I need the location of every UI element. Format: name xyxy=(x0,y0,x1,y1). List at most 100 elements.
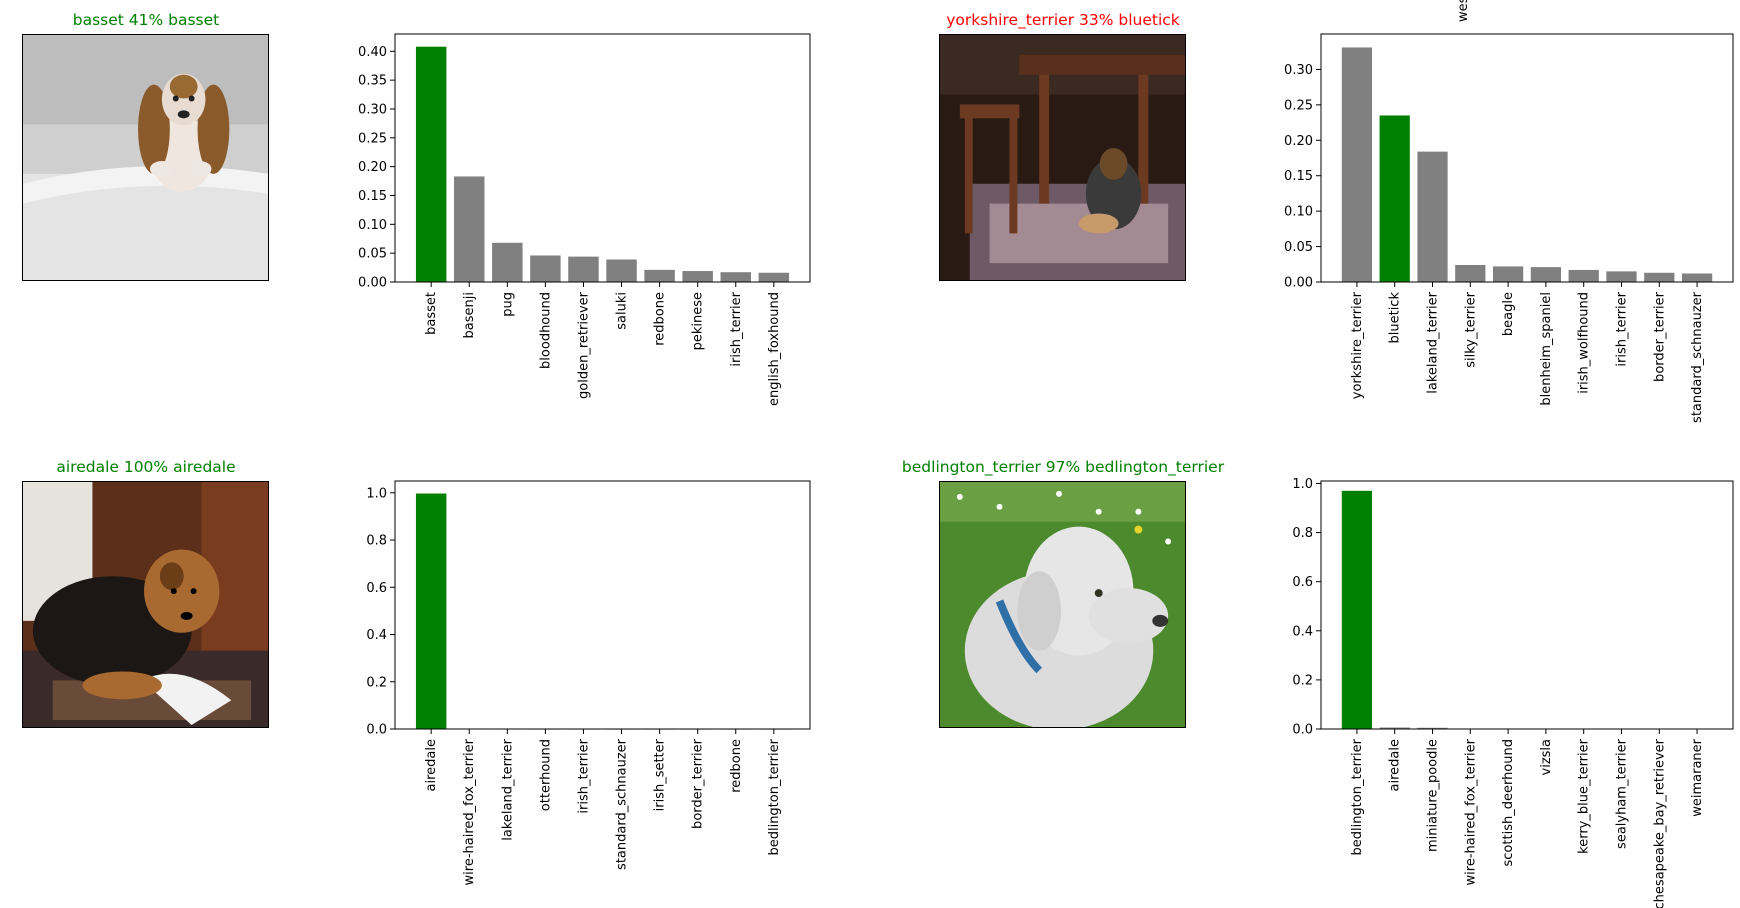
panel-title-airedale: airedale 100% airedale xyxy=(56,458,236,476)
bar-pekinese xyxy=(682,271,713,282)
y-tick-label: 0.20 xyxy=(358,160,387,175)
x-tick-label: otterhound xyxy=(538,739,553,811)
bar-redbone xyxy=(644,269,675,282)
bar-scottish_deerhound xyxy=(1492,728,1524,730)
y-tick-label: 0.25 xyxy=(358,131,387,146)
y-tick-label: 0.10 xyxy=(1284,205,1313,220)
overflow-tick-label: wes xyxy=(1456,0,1471,22)
y-tick-label: 0.15 xyxy=(1284,169,1313,184)
y-tick-label: 0.6 xyxy=(1292,575,1313,590)
bar-border_terrier xyxy=(1644,272,1675,282)
bar-irish_terrier xyxy=(1606,271,1637,282)
bar-bloodhound xyxy=(530,255,561,282)
x-tick-label: chesapeake_bay_retriever xyxy=(1652,738,1667,908)
x-tick-label: irish_setter xyxy=(653,738,668,811)
x-tick-label: weimaraner xyxy=(1690,738,1705,816)
x-tick-label: beagle xyxy=(1501,292,1516,336)
axes-frame xyxy=(1320,480,1734,730)
x-tick-label: wire-haired_fox_terrier xyxy=(462,738,477,885)
x-tick-label: bloodhound xyxy=(538,292,553,369)
y-tick-label: 0.05 xyxy=(358,247,387,262)
x-tick-label: irish_terrier xyxy=(729,291,744,366)
y-tick-label: 0.15 xyxy=(358,189,387,204)
bar-basset xyxy=(415,46,447,282)
x-tick-label: lakeland_terrier xyxy=(500,738,515,840)
bar-vizsla xyxy=(1530,728,1562,730)
y-tick-label: 0.35 xyxy=(358,74,387,89)
y-tick-label: 0.2 xyxy=(1292,673,1313,688)
x-tick-label: standard_schnauzer xyxy=(1690,291,1705,423)
bar-irish_terrier xyxy=(568,728,599,730)
x-tick-label: airedale xyxy=(424,739,439,791)
bar-standard_schnauzer xyxy=(1681,273,1713,282)
x-tick-label: vizsla xyxy=(1539,739,1554,775)
basset-dog-photo xyxy=(22,34,269,281)
x-tick-label: golden_retriever xyxy=(576,291,591,399)
bar-saluki xyxy=(606,259,637,282)
bar-chesapeake_bay_retriever xyxy=(1644,728,1675,730)
x-tick-label: silky_terrier xyxy=(1463,291,1478,367)
x-tick-label: standard_schnauzer xyxy=(615,738,630,870)
bar-airedale xyxy=(415,493,447,729)
x-tick-label: border_terrier xyxy=(1652,291,1667,382)
x-tick-label: bedlington_terrier xyxy=(767,738,782,855)
bar-wire-haired_fox_terrier xyxy=(454,728,485,730)
bar-wire-haired_fox_terrier xyxy=(1455,728,1486,730)
y-tick-label: 0.4 xyxy=(1292,624,1313,639)
bar-irish_terrier xyxy=(720,272,751,282)
x-tick-label: irish_terrier xyxy=(1614,291,1629,366)
y-tick-label: 0.4 xyxy=(366,628,387,643)
x-tick-label: pekinese xyxy=(691,292,706,350)
x-tick-label: blenheim_spaniel xyxy=(1539,292,1554,406)
bar-golden_retriever xyxy=(568,256,599,282)
y-tick-label: 0.00 xyxy=(358,276,387,291)
axes-frame xyxy=(394,480,811,730)
y-tick-label: 0.30 xyxy=(358,102,387,117)
panel-title-bedlington: bedlington_terrier 97% bedlington_terrie… xyxy=(901,458,1225,476)
bar-kerry_blue_terrier xyxy=(1568,728,1599,730)
bar-border_terrier xyxy=(682,728,713,730)
x-tick-label: bluetick xyxy=(1388,292,1403,344)
x-tick-label: wire-haired_fox_terrier xyxy=(1463,738,1478,885)
y-tick-label: 0.6 xyxy=(366,581,387,596)
x-tick-label: english_foxhound xyxy=(767,292,782,406)
x-tick-label: kerry_blue_terrier xyxy=(1577,738,1592,853)
x-tick-label: sealyham_terrier xyxy=(1614,738,1629,849)
x-tick-label: basset xyxy=(424,292,439,335)
bar-lakeland_terrier xyxy=(1417,151,1448,282)
y-tick-label: 0.40 xyxy=(358,45,387,60)
bar-standard_schnauzer xyxy=(606,728,637,730)
bar-blenheim_spaniel xyxy=(1530,267,1562,282)
bar-silky_terrier xyxy=(1455,264,1486,282)
y-tick-label: 0.10 xyxy=(358,218,387,233)
bar-airedale xyxy=(1379,727,1410,729)
y-tick-label: 0.00 xyxy=(1284,276,1313,291)
bar-lakeland_terrier xyxy=(492,728,523,730)
bar-beagle xyxy=(1492,266,1524,282)
panel-title-yorkshire: yorkshire_terrier 33% bluetick xyxy=(946,11,1180,29)
bar-redbone xyxy=(720,728,751,730)
axes-frame xyxy=(394,33,811,283)
x-tick-label: redbone xyxy=(653,292,668,346)
bar-otterhound xyxy=(530,728,561,730)
bar-bluetick xyxy=(1379,115,1410,283)
x-tick-label: pug xyxy=(500,292,515,317)
bar-basenji xyxy=(454,176,485,282)
bar-english_foxhound xyxy=(758,272,790,282)
y-tick-label: 0.20 xyxy=(1284,134,1313,149)
x-tick-label: scottish_deerhound xyxy=(1501,739,1516,866)
y-tick-label: 0.0 xyxy=(366,723,387,738)
x-tick-label: lakeland_terrier xyxy=(1426,291,1441,393)
x-tick-label: saluki xyxy=(615,292,630,330)
x-tick-label: yorkshire_terrier xyxy=(1350,291,1365,399)
x-tick-label: miniature_poodle xyxy=(1426,739,1441,852)
x-tick-label: redbone xyxy=(729,739,744,793)
bedlington-terrier-dog-photo xyxy=(939,481,1186,728)
bluetick-dog-under-table-photo xyxy=(939,34,1186,281)
x-tick-label: airedale xyxy=(1388,739,1403,791)
x-tick-label: irish_wolfhound xyxy=(1577,292,1592,394)
axes-frame xyxy=(1320,33,1734,283)
y-tick-label: 1.0 xyxy=(366,486,387,501)
airedale-dog-photo xyxy=(22,481,269,728)
y-tick-label: 0.0 xyxy=(1292,723,1313,738)
